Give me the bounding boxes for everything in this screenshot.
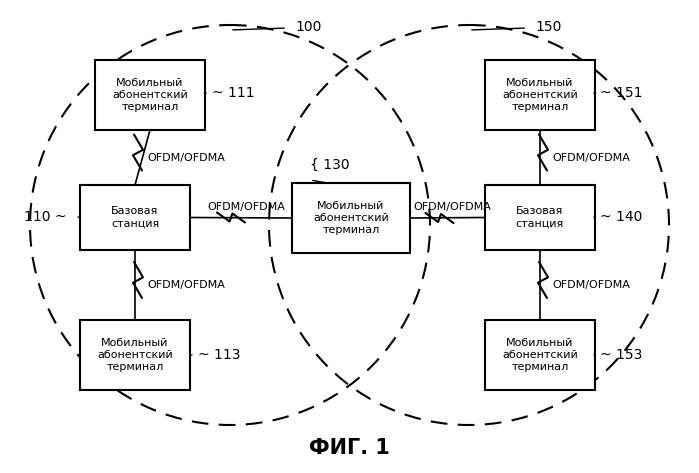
Bar [485,320,595,390]
Text: 100: 100 [295,20,322,34]
Text: ~ 151: ~ 151 [600,86,642,100]
Text: OFDM/OFDMA: OFDM/OFDMA [147,152,225,163]
Bar [80,185,190,250]
Text: Мобильный
абонентский
терминал: Мобильный абонентский терминал [502,78,578,113]
Text: 150: 150 [535,20,561,34]
Text: OFDM/OFDMA: OFDM/OFDMA [552,280,630,290]
Text: OFDM/OFDMA: OFDM/OFDMA [147,280,225,290]
Text: OFDM/OFDMA: OFDM/OFDMA [414,202,491,212]
Text: ФИГ. 1: ФИГ. 1 [308,438,389,458]
Bar [95,60,205,130]
Text: Мобильный
абонентский
терминал: Мобильный абонентский терминал [502,338,578,372]
Text: Базовая
станция: Базовая станция [516,206,564,229]
Text: Мобильный
абонентский
терминал: Мобильный абонентский терминал [97,338,173,372]
Bar [292,183,410,253]
Text: ~ 140: ~ 140 [600,210,642,224]
Bar [80,320,190,390]
Text: OFDM/OFDMA: OFDM/OFDMA [552,152,630,163]
Text: ~ 111: ~ 111 [212,86,254,100]
Text: Базовая
станция: Базовая станция [111,206,159,229]
Text: Мобильный
абонентский
терминал: Мобильный абонентский терминал [313,201,389,236]
Text: ~ 113: ~ 113 [198,348,240,362]
Bar [485,60,595,130]
Text: { 130: { 130 [310,158,350,172]
Text: Мобильный
абонентский
терминал: Мобильный абонентский терминал [112,78,188,113]
Bar [485,185,595,250]
Text: OFDM/OFDMA: OFDM/OFDMA [207,201,285,211]
Text: ~ 153: ~ 153 [600,348,642,362]
Text: 110 ~: 110 ~ [24,210,66,224]
